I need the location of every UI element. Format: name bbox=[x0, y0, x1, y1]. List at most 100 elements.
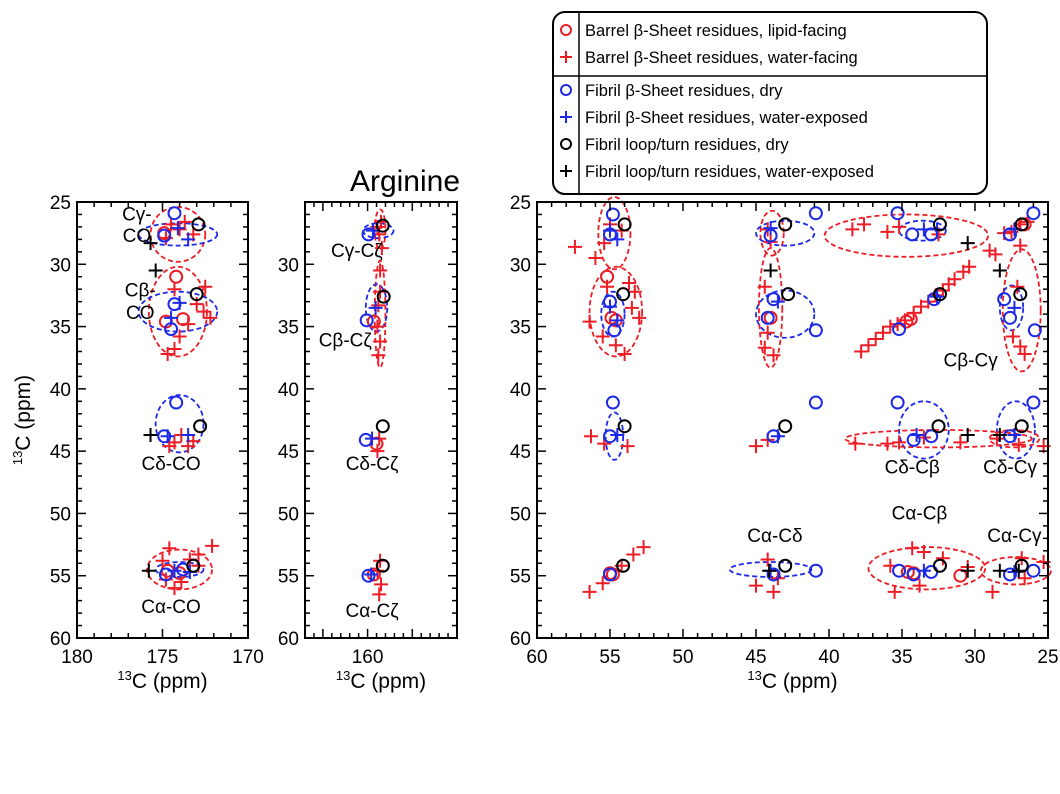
point-barrel-water bbox=[373, 334, 388, 349]
point-barrel-water bbox=[1014, 551, 1029, 566]
point-barrel-water bbox=[935, 283, 950, 298]
region-label: Cδ-Cζ bbox=[346, 454, 399, 475]
point-barrel-water bbox=[205, 538, 220, 553]
region-ellipse bbox=[979, 556, 1052, 586]
point-fibril-dry bbox=[890, 206, 905, 221]
point-barrel-water bbox=[167, 282, 182, 297]
point-fibril-water bbox=[181, 427, 196, 442]
region-ellipse bbox=[1001, 248, 1042, 373]
y-tick-label: 35 bbox=[50, 318, 71, 339]
point-barrel-lipid bbox=[366, 314, 381, 329]
y-tick-label: 55 bbox=[50, 567, 71, 588]
point-loop-dry bbox=[616, 558, 631, 573]
point-fibril-dry bbox=[924, 429, 939, 444]
point-fibril-dry bbox=[603, 227, 617, 242]
point-fibril-dry bbox=[1026, 563, 1041, 578]
y-tick-label: 40 bbox=[278, 380, 299, 401]
point-barrel-water bbox=[947, 272, 962, 287]
region-label: Cδ-CO bbox=[141, 454, 200, 475]
series-barrel-water bbox=[370, 214, 389, 602]
legend-label: Barrel β-Sheet residues, lipid-facing bbox=[585, 22, 847, 40]
point-loop-water bbox=[992, 563, 1007, 578]
region-label: Cα-Cγ bbox=[987, 526, 1042, 547]
x-axis-label: 13C (ppm) bbox=[117, 668, 207, 693]
y-tick-label: 60 bbox=[50, 629, 71, 650]
legend-item: Fibril β-Sheet residues, water-exposed bbox=[560, 109, 868, 127]
point-fibril-dry bbox=[603, 567, 617, 582]
point-barrel-water bbox=[172, 329, 187, 344]
legend-marker bbox=[560, 111, 572, 123]
point-barrel-water bbox=[584, 429, 599, 444]
series-fibril-water bbox=[603, 221, 1022, 579]
point-fibril-dry bbox=[167, 206, 182, 221]
y-tick-label: 50 bbox=[278, 504, 299, 525]
point-barrel-water bbox=[620, 439, 635, 454]
y-axis-label: 13C (ppm) bbox=[10, 375, 35, 465]
point-barrel-water bbox=[1005, 329, 1020, 344]
point-loop-water bbox=[992, 427, 1007, 442]
point-barrel-water bbox=[582, 584, 597, 599]
point-fibril-dry bbox=[766, 429, 781, 444]
region-ellipse bbox=[898, 219, 947, 242]
point-loop-dry bbox=[375, 419, 390, 434]
region-ellipse bbox=[755, 289, 816, 339]
point-barrel-water bbox=[621, 275, 636, 290]
region-ellipse bbox=[867, 546, 987, 591]
region-ellipse bbox=[137, 290, 219, 333]
point-loop-dry bbox=[191, 217, 206, 232]
x-tick-label: 55 bbox=[599, 647, 620, 668]
point-barrel-water bbox=[626, 547, 641, 562]
point-barrel-water bbox=[892, 435, 907, 450]
point-barrel-water bbox=[905, 541, 920, 556]
legend-marker bbox=[560, 165, 572, 177]
point-barrel-water bbox=[595, 329, 610, 344]
point-fibril-dry bbox=[766, 292, 781, 307]
point-barrel-water bbox=[174, 574, 189, 589]
point-loop-dry bbox=[1014, 217, 1029, 232]
point-barrel-water bbox=[196, 304, 211, 319]
point-barrel-water bbox=[857, 217, 872, 232]
region-ellipse bbox=[844, 429, 1033, 449]
legend-label: Fibril loop/turn residues, water-exposed bbox=[585, 163, 874, 181]
point-barrel-water bbox=[880, 224, 895, 239]
y-tick-label: 40 bbox=[510, 380, 531, 401]
region-label: Cα-Cζ bbox=[345, 601, 399, 622]
x-tick-label: 30 bbox=[964, 647, 985, 668]
point-barrel-water bbox=[892, 219, 907, 234]
point-loop-water bbox=[960, 236, 975, 251]
point-barrel-lipid bbox=[176, 312, 191, 327]
point-barrel-water bbox=[985, 584, 1000, 599]
point-barrel-water bbox=[876, 325, 891, 340]
legend-item: Barrel β-Sheet residues, water-facing bbox=[560, 49, 858, 67]
point-barrel-water bbox=[916, 545, 931, 560]
legend-marker bbox=[560, 84, 572, 96]
point-barrel-water bbox=[374, 241, 389, 256]
point-barrel-water bbox=[1013, 238, 1028, 253]
point-barrel-water bbox=[953, 435, 968, 450]
point-fibril-dry bbox=[1003, 567, 1018, 582]
point-barrel-water bbox=[1010, 279, 1025, 294]
point-fibril-dry bbox=[808, 206, 823, 221]
legend-marker bbox=[560, 138, 572, 150]
point-loop-dry bbox=[186, 558, 201, 573]
legend-item: Fibril loop/turn residues, water-exposed bbox=[560, 163, 874, 181]
y-tick-label: 25 bbox=[50, 193, 71, 214]
point-fibril-dry bbox=[1003, 310, 1018, 325]
point-barrel-water bbox=[608, 338, 623, 353]
x-tick-label: 45 bbox=[745, 647, 766, 668]
point-barrel-water bbox=[191, 547, 206, 562]
region-ellipse bbox=[588, 265, 644, 358]
region-label: Cα-CO bbox=[141, 597, 201, 618]
x-axis-label: 13C (ppm) bbox=[336, 668, 426, 693]
point-loop-dry bbox=[931, 419, 946, 434]
region-label: Cδ-Cβ bbox=[885, 458, 940, 479]
point-fibril-dry bbox=[164, 322, 179, 337]
point-fibril-dry bbox=[605, 207, 620, 222]
point-barrel-water bbox=[848, 436, 863, 451]
point-loop-dry bbox=[617, 217, 632, 232]
point-barrel-water bbox=[567, 239, 582, 254]
point-fibril-dry bbox=[808, 563, 823, 578]
point-barrel-water bbox=[582, 314, 597, 329]
